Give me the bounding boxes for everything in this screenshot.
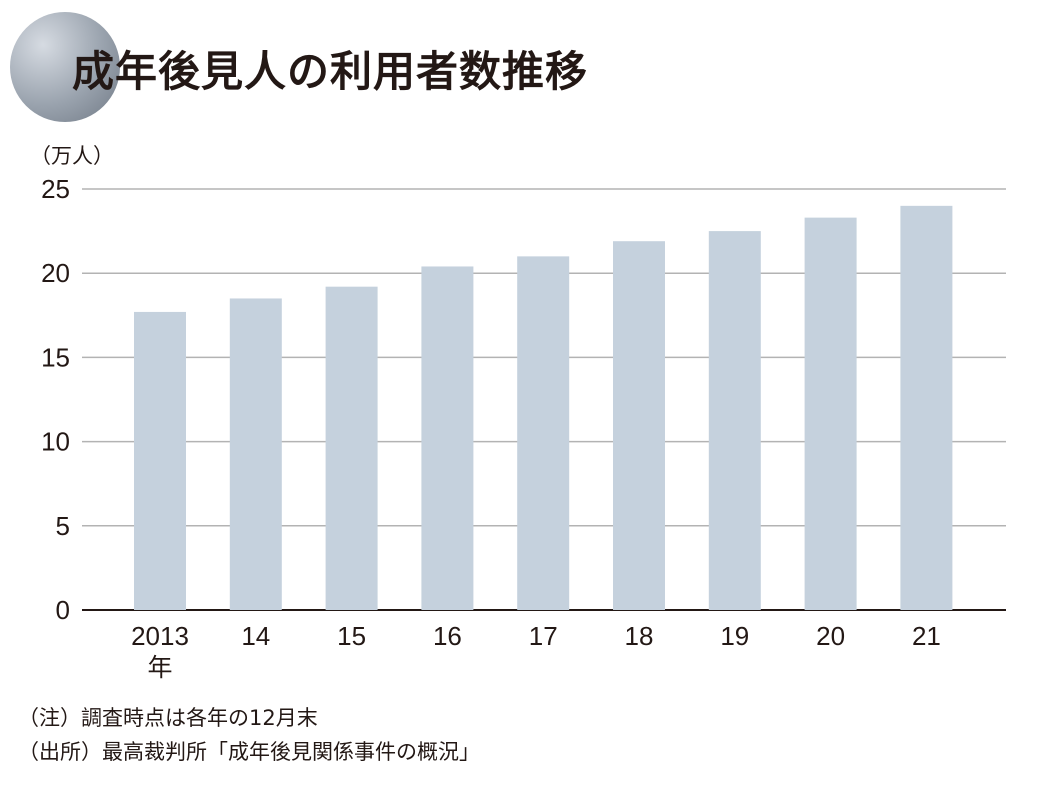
x-tick-label-2013: 2013 [131, 621, 189, 651]
y-tick-label-10: 10 [41, 427, 70, 457]
bar-17 [517, 256, 570, 610]
bar-18 [613, 241, 665, 611]
y-tick-label-15: 15 [41, 342, 70, 372]
footnote-source: （出所）最高裁判所「成年後見関係事件の概況」 [18, 740, 480, 764]
y-tick-label-25: 25 [41, 174, 70, 204]
x-tick-label-14: 14 [241, 621, 270, 651]
y-tick-labels: 0 5 10 15 20 25 [41, 174, 70, 625]
x-tick-label-19: 19 [720, 621, 749, 651]
footnote-survey-timing: （注）調査時点は各年の12月末 [18, 706, 318, 730]
bar-20 [804, 217, 857, 611]
bar-14 [229, 298, 282, 610]
x-tick-label-15: 15 [337, 621, 366, 651]
x-tick-label-20: 20 [816, 621, 845, 651]
page-title: 成年後見人の利用者数推移 [72, 47, 589, 96]
x-tick-label-17: 17 [529, 621, 558, 651]
y-axis-unit-label: （万人） [30, 144, 114, 168]
bar-2013 [134, 311, 186, 610]
x-tick-label-18: 18 [625, 621, 654, 651]
bar-16 [421, 266, 474, 610]
y-tick-label-20: 20 [41, 258, 70, 288]
bar-21 [900, 205, 953, 610]
x-tick-label-21: 21 [912, 621, 941, 651]
x-tick-label-16: 16 [433, 621, 462, 651]
bar-19 [708, 231, 761, 610]
title-decoration-circle [10, 12, 120, 122]
x-tick-label-year-suffix: 年 [147, 653, 172, 682]
y-tick-label-0: 0 [56, 595, 70, 625]
y-tick-label-5: 5 [56, 511, 70, 541]
bar-15 [325, 286, 378, 610]
bars [134, 205, 953, 611]
x-tick-labels: 2013 14 15 16 17 18 19 20 21 年 [131, 621, 941, 682]
